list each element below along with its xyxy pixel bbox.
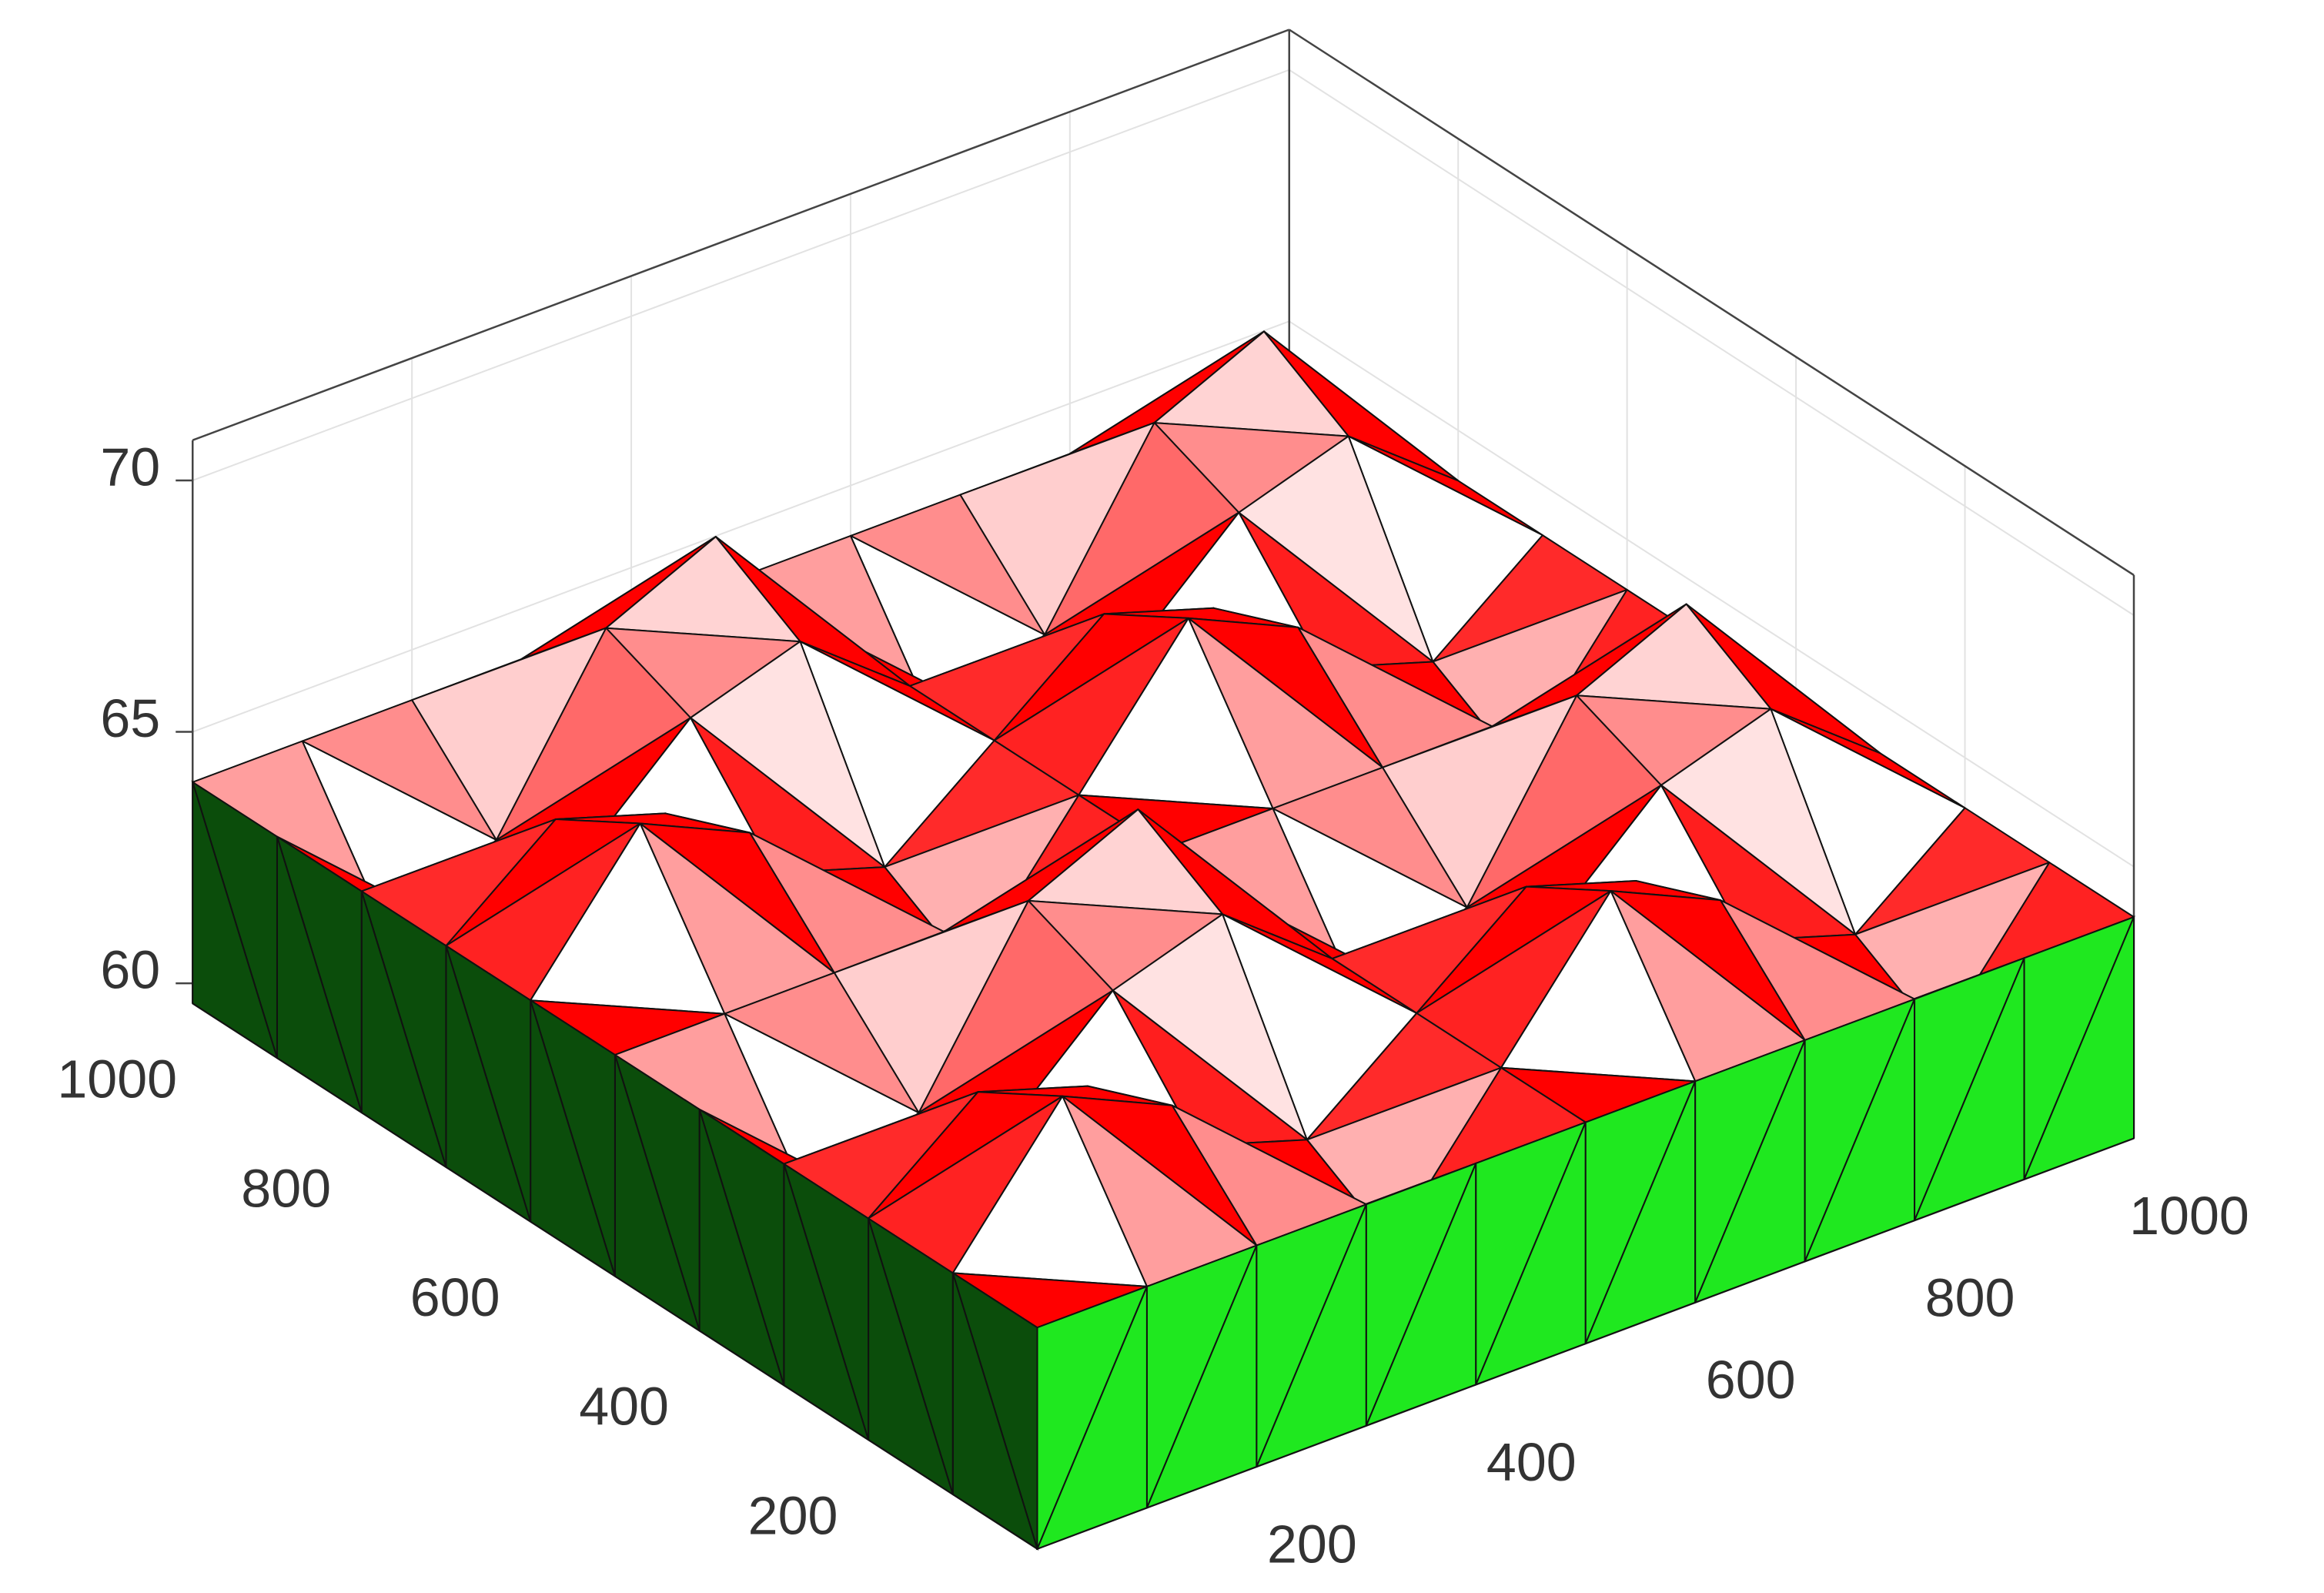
x-tick-label: 400 — [1486, 1432, 1577, 1492]
z-tick-label: 60 — [100, 940, 160, 1000]
grid-line — [192, 69, 1290, 481]
grid-line — [1289, 320, 2135, 868]
side-face — [192, 781, 279, 1060]
z-tick-label: 65 — [100, 688, 160, 748]
axis-line — [1289, 28, 2135, 576]
x-tick-label: 1000 — [2129, 1186, 2249, 1246]
y-tick-label: 1000 — [57, 1049, 177, 1109]
grid-line — [192, 320, 1290, 733]
x-tick-label: 800 — [1925, 1268, 2015, 1328]
x-tick-label: 200 — [1267, 1514, 1357, 1574]
y-tick-label: 400 — [579, 1377, 669, 1437]
y-tick-label: 200 — [748, 1485, 838, 1545]
x-tick-label: 600 — [1706, 1350, 1796, 1410]
y-tick-label: 800 — [241, 1158, 331, 1218]
y-tick-label: 600 — [410, 1267, 500, 1327]
grid-line — [1289, 69, 2135, 616]
axis-line — [192, 28, 1290, 441]
z-tick-label: 70 — [100, 437, 160, 497]
side-face — [2022, 916, 2135, 1181]
